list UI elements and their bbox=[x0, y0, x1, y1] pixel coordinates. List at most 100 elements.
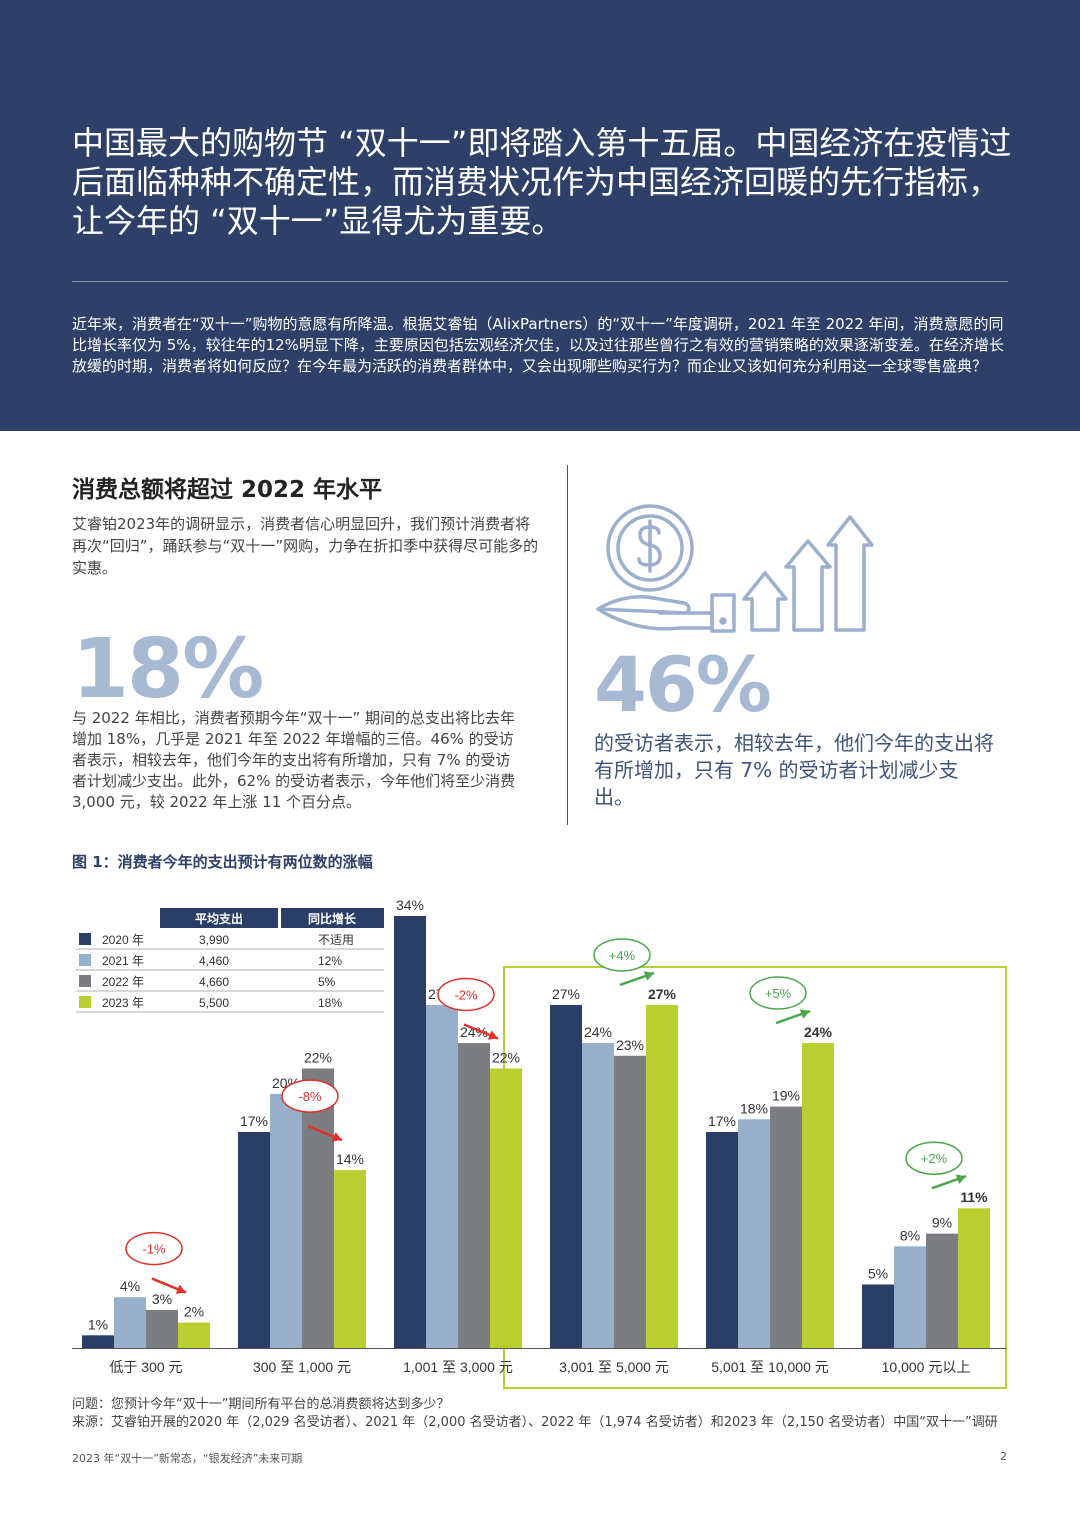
category-label: 1,001 至 3,000 元 bbox=[403, 1359, 513, 1375]
legend-swatch bbox=[79, 933, 91, 945]
bar bbox=[490, 1068, 522, 1348]
data-label: 5% bbox=[868, 1265, 888, 1281]
spending-bar-chart: 1%4%3%2%低于 300 元-1%17%20%22%14%300 至 1,0… bbox=[72, 897, 1007, 1389]
table-header-bg bbox=[160, 908, 278, 928]
stat-46-percent: 46% bbox=[594, 640, 772, 729]
data-label: 34% bbox=[396, 897, 424, 913]
chart-footnote: 问题：您预计今年“双十一”期间所有平台的总消费额将达到多少？ 来源：艾睿铂开展的… bbox=[72, 1396, 1022, 1432]
hero-intro: 近年来，消费者在“双十一”购物的意愿有所降温。根据艾睿铂（AlixPartner… bbox=[72, 315, 1004, 375]
data-label: 14% bbox=[336, 1151, 364, 1167]
data-label: 24% bbox=[584, 1024, 612, 1040]
data-label: 4% bbox=[120, 1278, 140, 1294]
change-bubble bbox=[281, 1079, 339, 1113]
data-label: 9% bbox=[932, 1215, 952, 1231]
category-label: 3,001 至 5,000 元 bbox=[559, 1359, 669, 1375]
bar bbox=[614, 1055, 646, 1348]
bar bbox=[894, 1246, 926, 1348]
page-number: 2 bbox=[1000, 1450, 1007, 1463]
footer-title: 2023 年“双十一”新常态，“银发经济”未来可期 bbox=[72, 1452, 303, 1465]
table-cell: 5% bbox=[318, 975, 336, 989]
change-arrowhead bbox=[643, 971, 654, 981]
legend-label: 2020 年 bbox=[102, 933, 144, 947]
bar bbox=[146, 1309, 178, 1348]
figure-title: 图 1：消费者今年的支出预计有两位数的涨幅 bbox=[72, 853, 373, 871]
change-label: -1% bbox=[142, 1242, 166, 1257]
section-intro: 艾睿铂2023年的调研显示，消费者信心明显回升，我们预计消费者将再次“回归”，踊… bbox=[72, 515, 539, 577]
bar bbox=[646, 1004, 678, 1348]
bar bbox=[82, 1335, 114, 1348]
table-cell: 4,460 bbox=[199, 954, 229, 968]
data-label: 1% bbox=[88, 1316, 108, 1332]
table-cell: 4,660 bbox=[199, 975, 229, 989]
money-hand-growth-icon bbox=[596, 504, 874, 633]
data-label: 2% bbox=[184, 1304, 204, 1320]
table-header: 同比增长 bbox=[308, 911, 357, 926]
bar bbox=[458, 1043, 490, 1348]
bar bbox=[334, 1170, 366, 1348]
table-cell: 3,990 bbox=[199, 933, 229, 947]
change-arrowhead bbox=[331, 1132, 342, 1142]
bar bbox=[738, 1119, 770, 1348]
bar bbox=[802, 1043, 834, 1348]
legend-swatch bbox=[79, 996, 91, 1008]
table-cell: 5,500 bbox=[199, 996, 229, 1010]
bar bbox=[770, 1106, 802, 1348]
bar bbox=[582, 1043, 614, 1348]
change-label: -8% bbox=[298, 1089, 322, 1104]
change-arrowhead bbox=[799, 1009, 810, 1019]
data-label: 23% bbox=[616, 1037, 644, 1053]
data-label: 11% bbox=[960, 1189, 988, 1205]
category-label: 5,001 至 10,000 元 bbox=[711, 1359, 829, 1375]
footnote-source: 来源：艾睿铂开展的2020 年（2,029 名受访者）、2021 年（2,000… bbox=[72, 1415, 998, 1430]
data-label: 27% bbox=[648, 986, 677, 1002]
bar bbox=[550, 1004, 582, 1348]
table-header-bg bbox=[281, 908, 384, 928]
bar bbox=[238, 1132, 270, 1348]
stat-right-text: 的受访者表示，相较去年，他们今年的支出将有所增加，只有 7% 的受访者计划减少支… bbox=[594, 731, 994, 809]
change-bubble bbox=[749, 976, 807, 1010]
data-label: 8% bbox=[900, 1227, 920, 1243]
change-arrowhead bbox=[955, 1174, 966, 1184]
data-label: 3% bbox=[152, 1291, 172, 1307]
table-cell: 12% bbox=[318, 954, 342, 968]
bar bbox=[862, 1284, 894, 1348]
table-cell: 不适用 bbox=[318, 933, 354, 947]
bar bbox=[706, 1132, 738, 1348]
footnote-question: 问题：您预计今年“双十一”期间所有平台的总消费额将达到多少？ bbox=[72, 1397, 450, 1412]
stat-left-text: 与 2022 年相比，消费者预期今年“双十一” 期间的总支出将比去年增加 18%… bbox=[72, 709, 516, 811]
data-label: 27% bbox=[552, 986, 580, 1002]
bar bbox=[302, 1068, 334, 1348]
data-label: 24% bbox=[804, 1024, 833, 1040]
change-bubble bbox=[125, 1231, 183, 1266]
change-label: +4% bbox=[609, 948, 636, 963]
legend-label: 2023 年 bbox=[102, 996, 144, 1010]
legend-swatch bbox=[79, 975, 91, 987]
bar bbox=[270, 1093, 302, 1348]
category-label: 低于 300 元 bbox=[109, 1359, 182, 1375]
column-divider bbox=[567, 465, 568, 825]
legend-label: 2021 年 bbox=[102, 954, 144, 968]
table-cell: 18% bbox=[318, 996, 342, 1010]
table-header: 平均支出 bbox=[195, 911, 243, 926]
hero-banner: 中国最大的购物节 “双十一”即将踏入第十五届。中国经济在疫情过后面临种种不确定性… bbox=[0, 0, 1080, 431]
bar bbox=[926, 1233, 958, 1348]
hero-title: 中国最大的购物节 “双十一”即将踏入第十五届。中国经济在疫情过后面临种种不确定性… bbox=[72, 124, 1012, 240]
change-label: -2% bbox=[454, 987, 478, 1002]
data-label: 24% bbox=[460, 1024, 488, 1040]
change-label: +5% bbox=[765, 986, 792, 1001]
data-label: 18% bbox=[740, 1100, 768, 1116]
legend-label: 2022 年 bbox=[102, 975, 144, 989]
change-label: +2% bbox=[921, 1151, 948, 1166]
bar bbox=[178, 1322, 210, 1348]
change-arrowhead bbox=[487, 1030, 498, 1040]
section-heading: 消费总额将超过 2022 年水平 bbox=[72, 477, 383, 503]
bar bbox=[958, 1208, 990, 1348]
data-label: 19% bbox=[772, 1088, 800, 1104]
hero-divider bbox=[72, 281, 1008, 282]
bar bbox=[426, 1004, 458, 1348]
change-arrowhead bbox=[175, 1284, 186, 1294]
bar bbox=[114, 1297, 146, 1348]
bar bbox=[394, 916, 426, 1348]
data-label: 22% bbox=[304, 1049, 332, 1065]
data-label: 22% bbox=[492, 1049, 520, 1065]
